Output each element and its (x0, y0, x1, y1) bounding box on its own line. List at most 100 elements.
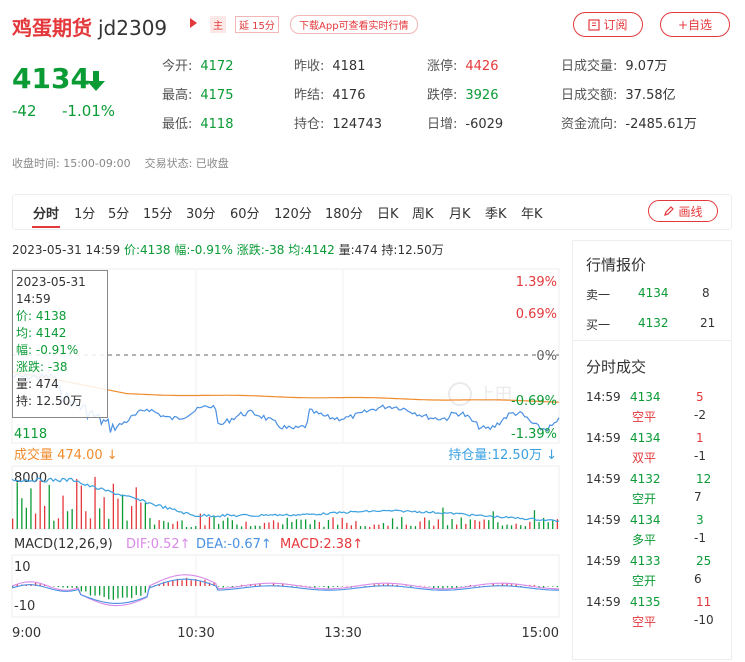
tab-period-2[interactable]: 5分 (108, 207, 130, 222)
tooltip-avg: 均: 4142 (16, 326, 67, 340)
tab-period-10[interactable]: 月K (449, 207, 471, 222)
volume-bar (341, 517, 343, 529)
add-watchlist-button[interactable]: +自选 (660, 12, 730, 37)
macd-bar (556, 586, 558, 588)
intraday-chart[interactable]: 上田 1.39% 0.69% 0% -0.69% -1.39% 4118 成交量… (0, 260, 565, 645)
volume-bar (259, 525, 261, 529)
macd-bar (460, 586, 462, 587)
price-low-label: 4118 (14, 427, 47, 442)
volume-bar (263, 522, 266, 529)
tab-period-5[interactable]: 60分 (230, 207, 260, 222)
macd-bar (515, 583, 517, 586)
play-icon[interactable] (190, 18, 197, 28)
tab-period-6[interactable]: 120分 (274, 207, 312, 222)
trade-oi-change: 7 (694, 490, 702, 504)
macd-bar (424, 585, 426, 587)
subscribe-button[interactable]: 订阅 (573, 12, 643, 37)
download-app-tag[interactable]: 下载App可查看实时行情 (290, 15, 418, 34)
macd-value: MACD:2.38↑ (280, 537, 363, 552)
time-label-1330: 13:30 (324, 626, 361, 641)
volume-bar (195, 526, 197, 529)
hold-path (11, 477, 560, 523)
macd-bar (103, 586, 105, 597)
time-label-1030: 10:30 (177, 626, 214, 641)
volume-bar (414, 526, 417, 529)
macd-bar (533, 585, 536, 586)
trade-volume: 25 (696, 554, 712, 568)
volume-bar (39, 480, 41, 529)
volume-bar (62, 495, 64, 529)
subscribe-icon (588, 18, 601, 31)
volume-bar (222, 520, 224, 529)
trade-time: 14:59 (586, 431, 621, 445)
volume-bar (446, 525, 449, 529)
macd-bar (199, 581, 201, 586)
info-avg: 均:4142 (288, 243, 335, 257)
tab-period-11[interactable]: 季K (485, 207, 507, 222)
volume-bar (80, 485, 82, 529)
last-price: 4134 (12, 62, 90, 95)
volume-bar (327, 520, 330, 529)
tab-period-8[interactable]: 日K (377, 207, 399, 222)
tab-period-9[interactable]: 周K (412, 207, 434, 222)
macd-bar (437, 586, 439, 588)
volume-bar (245, 521, 247, 529)
stat-item: 资金流向: -2485.61万 (561, 113, 697, 132)
stat-value: 4175 (200, 88, 234, 103)
volume-bar (465, 523, 467, 529)
volume-bar (204, 525, 206, 529)
trade-time: 14:59 (586, 513, 621, 527)
stat-key: 日成交额: (561, 88, 618, 103)
info-price: 价:4138 (123, 243, 171, 257)
macd-bar (144, 586, 146, 593)
trade-price: 4132 (630, 472, 661, 486)
delay-tag: 延 15分 (235, 16, 279, 33)
macd-bar (167, 582, 169, 586)
tooltip-hold: 持: 12.50万 (16, 394, 83, 408)
trade-oi-change: -2 (694, 408, 706, 422)
volume-bar (21, 498, 23, 529)
macd-histogram (12, 577, 558, 600)
macd-bar (341, 586, 343, 587)
trade-time: 14:59 (586, 595, 621, 609)
tab-period-7[interactable]: 180分 (325, 207, 363, 222)
tab-intraday[interactable]: 分时 (33, 207, 60, 222)
macd-bar (108, 586, 110, 600)
stat-value: 4172 (200, 59, 234, 74)
quote-panel-title: 行情报价 (586, 256, 647, 274)
stat-item: 昨结: 4176 (294, 84, 365, 103)
stat-key: 昨收: (294, 59, 325, 74)
volume-bar (272, 520, 275, 529)
macd-bar (259, 583, 261, 586)
trade-time: 14:59 (586, 472, 621, 486)
volume-bar (382, 523, 385, 529)
draw-line-button[interactable]: 画线 (648, 200, 718, 222)
macd-bar (76, 586, 78, 589)
volume-bar (227, 517, 229, 529)
macd-bar (231, 586, 233, 588)
volume-bar (483, 519, 485, 529)
tab-period-4[interactable]: 30分 (186, 207, 216, 222)
macd-bar (71, 586, 73, 588)
macd-bar (318, 586, 320, 587)
tab-period-12[interactable]: 年K (521, 207, 543, 222)
arrow-down-icon (87, 71, 105, 91)
volume-bar (396, 526, 398, 529)
tooltip-amp: 幅: -0.91% (16, 343, 79, 357)
tab-period-3[interactable]: 15分 (143, 207, 173, 222)
stat-item: 日成交量: 9.07万 (561, 55, 667, 74)
stat-value: 9.07万 (625, 59, 668, 74)
close-time: 收盘时间: 15:00-09:00 (12, 157, 131, 170)
stat-item: 今开: 4172 (162, 55, 233, 74)
macd-bar (89, 586, 92, 596)
volume-bar (391, 518, 394, 529)
macd-bar (245, 585, 247, 587)
macd-bar (396, 584, 398, 586)
volume-bar (501, 525, 504, 529)
macd-bar (510, 584, 513, 586)
tab-period-1[interactable]: 1分 (74, 207, 96, 222)
stat-key: 最低: (162, 117, 193, 132)
macd-bar (446, 586, 449, 588)
volume-bar (364, 526, 366, 529)
volume-bar (433, 525, 435, 529)
